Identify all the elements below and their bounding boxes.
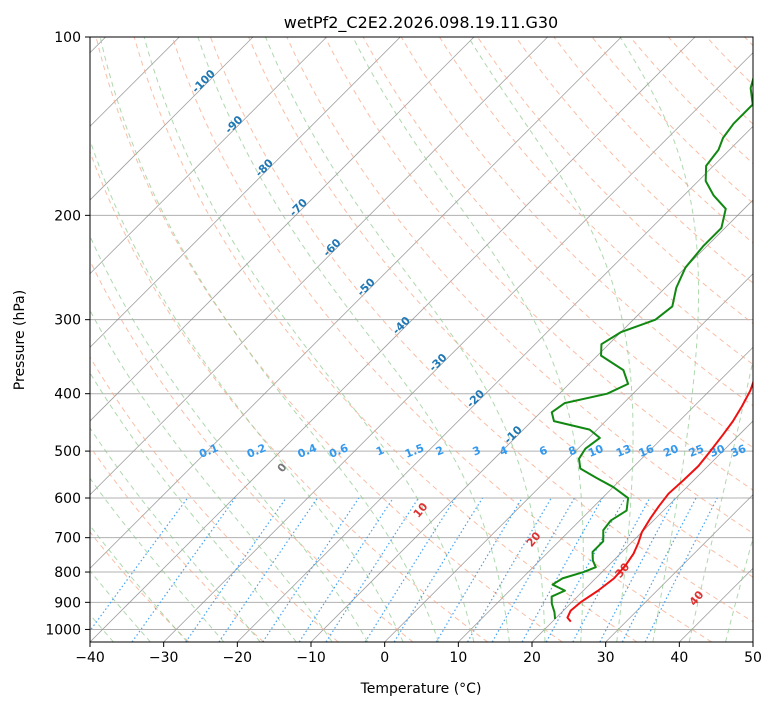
x-tick-label: −30 bbox=[149, 650, 179, 666]
x-tick-label: 10 bbox=[449, 650, 467, 666]
y-tick-label: 200 bbox=[54, 208, 81, 224]
x-tick-label: −10 bbox=[296, 650, 326, 666]
y-tick-label: 900 bbox=[54, 595, 81, 611]
y-tick-label: 600 bbox=[54, 491, 81, 507]
chart-title: wetPf2_C2E2.2026.098.19.11.G30 bbox=[284, 13, 558, 33]
y-tick-label: 1000 bbox=[45, 622, 81, 638]
x-tick-label: 0 bbox=[380, 650, 389, 666]
y-tick-label: 500 bbox=[54, 444, 81, 460]
x-tick-label: 50 bbox=[744, 650, 762, 666]
y-tick-label: 800 bbox=[54, 565, 81, 581]
y-axis-label: Pressure (hPa) bbox=[12, 290, 28, 390]
x-tick-label: −40 bbox=[75, 650, 105, 666]
x-tick-label: 20 bbox=[523, 650, 541, 666]
y-tick-label: 100 bbox=[54, 30, 81, 46]
x-tick-label: −20 bbox=[223, 650, 253, 666]
x-tick-label: 40 bbox=[670, 650, 688, 666]
y-tick-label: 700 bbox=[54, 531, 81, 547]
y-tick-label: 400 bbox=[54, 387, 81, 403]
y-tick-label: 300 bbox=[54, 313, 81, 329]
x-tick-label: 30 bbox=[597, 650, 615, 666]
x-axis-label: Temperature (°C) bbox=[360, 681, 482, 697]
